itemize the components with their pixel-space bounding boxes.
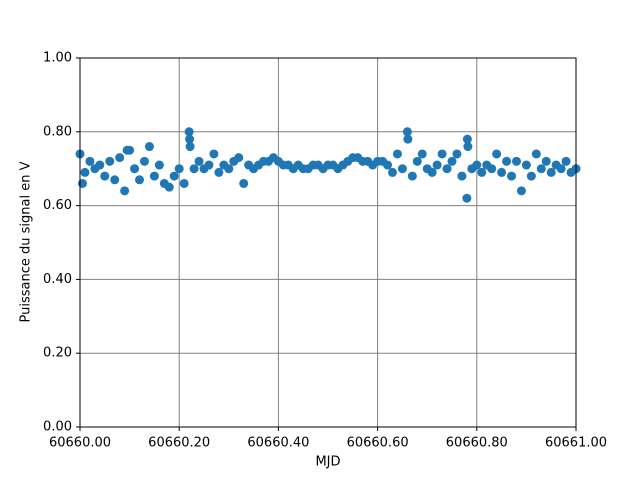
y-tick-label: 0.60 [43,198,72,213]
point [497,167,507,177]
point [387,167,397,177]
point [185,134,195,144]
point [462,193,472,203]
point [77,178,87,188]
point [487,164,497,174]
point [511,156,521,166]
point [432,160,442,170]
y-tick-label: 1.00 [43,51,72,66]
point [194,156,204,166]
point [130,164,140,174]
point [154,160,164,170]
point [531,149,541,159]
y-tick-label: 0.40 [43,272,72,287]
point [492,149,502,159]
x-tick-label: 60660.40 [247,436,309,451]
point [502,156,512,166]
point [214,167,224,177]
point [209,149,219,159]
point [95,160,105,170]
point [144,142,154,152]
y-tick-label: 0.20 [43,346,72,361]
point [184,127,194,137]
point [477,167,487,177]
point [402,127,412,137]
y-tick-label: 0.00 [43,420,72,435]
point [447,156,457,166]
point [452,149,462,159]
point [239,178,249,188]
point [100,171,110,181]
point [169,171,179,181]
point [417,149,427,159]
point [457,171,467,181]
point [392,149,402,159]
point [105,156,115,166]
point [442,164,452,174]
x-tick-label: 60660.60 [347,436,409,451]
point [179,178,189,188]
point [204,160,214,170]
x-tick-label: 60660.80 [446,436,508,451]
point [122,145,132,155]
point [516,186,526,196]
point [407,171,417,181]
point [120,186,130,196]
point [115,153,125,163]
point [383,160,393,170]
point [427,167,437,177]
point [234,153,244,163]
point [561,156,571,166]
point [472,160,482,170]
point [164,182,174,192]
point [403,134,413,144]
point [526,171,536,181]
plot-frame [79,57,577,428]
point [507,171,517,181]
point [135,175,145,185]
x-axis-label: MJD [315,455,340,470]
point [521,160,531,170]
point [224,164,234,174]
point [462,134,472,144]
point [412,156,422,166]
point [556,164,566,174]
x-tick-label: 60660.00 [49,436,111,451]
point [536,164,546,174]
point [185,142,195,152]
point [546,167,556,177]
point [463,142,473,152]
point [80,167,90,177]
x-tick-label: 60660.20 [148,436,210,451]
point [189,164,199,174]
point [541,156,551,166]
y-tick-label: 0.80 [43,124,72,139]
point [397,164,407,174]
point [110,175,120,185]
point [174,164,184,174]
point [149,171,159,181]
y-axis-label: Puissance du signal en V [19,161,34,322]
point [85,156,95,166]
x-tick-label: 60661.00 [545,436,607,451]
point [139,156,149,166]
point [437,149,447,159]
